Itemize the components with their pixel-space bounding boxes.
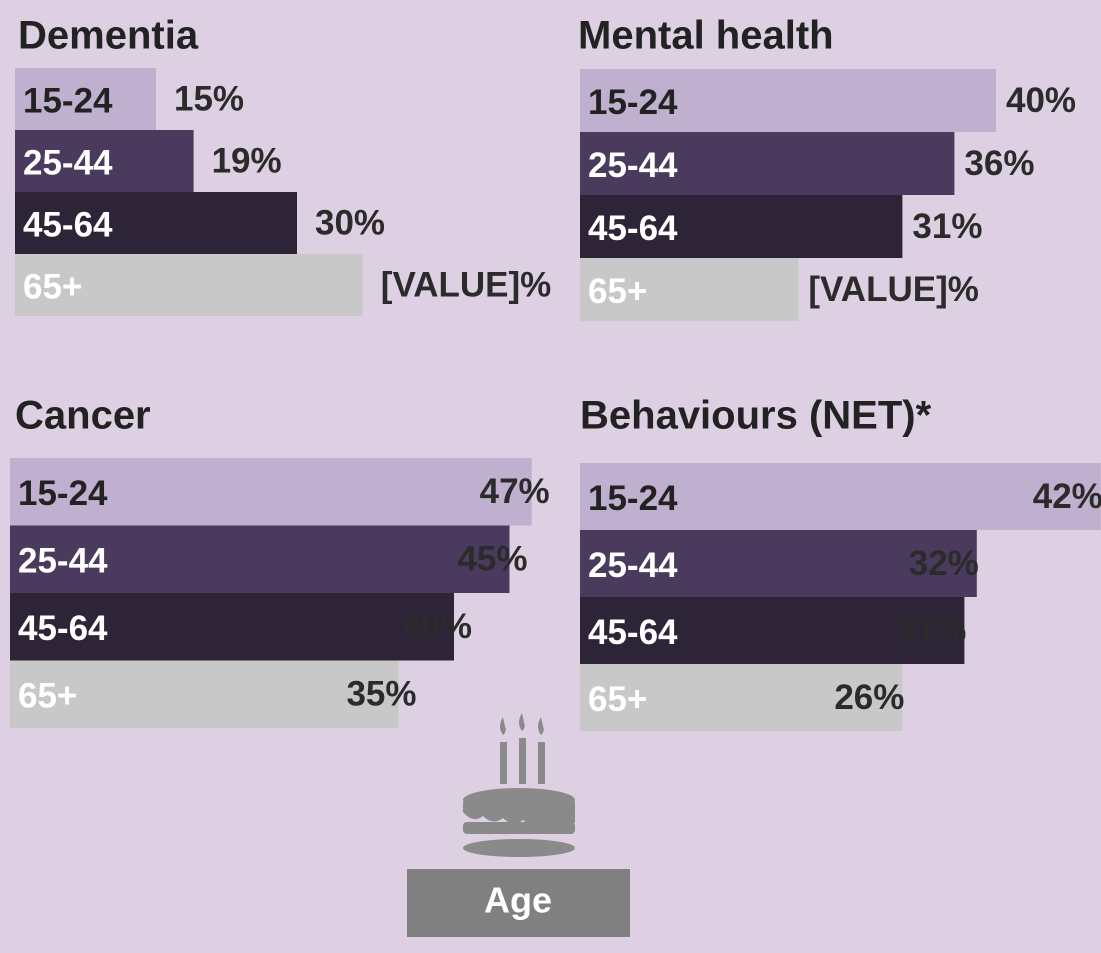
value-label: 15% bbox=[174, 79, 244, 118]
panel-title: Dementia bbox=[18, 14, 199, 58]
value-label: 40% bbox=[402, 607, 472, 646]
category-label: 45-64 bbox=[588, 209, 678, 248]
value-label: 31% bbox=[896, 611, 966, 650]
category-label: 15-24 bbox=[588, 479, 678, 518]
category-label: 15-24 bbox=[23, 81, 113, 120]
bar bbox=[580, 530, 977, 597]
cake-icon bbox=[463, 713, 575, 857]
category-label: 65+ bbox=[588, 680, 647, 719]
value-label: [VALUE]% bbox=[381, 265, 551, 304]
bar bbox=[580, 463, 1101, 530]
bar bbox=[10, 525, 510, 593]
bar-chart: Cancer 15-24 47% 25-44 45% 45-64 40% 65+ 35% bbox=[10, 394, 550, 728]
value-label: [VALUE]% bbox=[808, 270, 978, 309]
panel-title: Behaviours (NET)* bbox=[580, 394, 932, 438]
bar-chart: Dementia 15-24 15% 25-44 19% 45-64 30% 65+ [VALU… bbox=[15, 14, 551, 316]
value-label: 26% bbox=[834, 678, 904, 717]
value-label: 47% bbox=[480, 472, 550, 511]
value-label: 35% bbox=[346, 675, 416, 714]
age-label: Age bbox=[484, 880, 552, 921]
panel-title: Mental health bbox=[578, 14, 834, 58]
bar bbox=[15, 130, 194, 192]
bar bbox=[580, 597, 965, 664]
value-label: 19% bbox=[212, 141, 282, 180]
category-label: 45-64 bbox=[18, 609, 108, 648]
bar bbox=[15, 254, 363, 316]
bar bbox=[10, 660, 399, 728]
bar bbox=[580, 69, 996, 132]
value-label: 36% bbox=[964, 144, 1034, 183]
bar bbox=[580, 132, 955, 195]
category-label: 15-24 bbox=[18, 474, 108, 513]
category-label: 25-44 bbox=[588, 146, 678, 185]
category-label: 65+ bbox=[23, 267, 82, 306]
bar-chart: Behaviours (NET)* 15-24 42% 25-44 32% 45-64 31… bbox=[580, 394, 1101, 731]
value-label: 30% bbox=[315, 203, 385, 242]
bar bbox=[15, 68, 156, 130]
bar bbox=[580, 664, 903, 731]
age-box bbox=[407, 869, 630, 937]
value-label: 42% bbox=[1033, 477, 1101, 516]
category-label: 15-24 bbox=[588, 83, 678, 122]
bar bbox=[10, 458, 532, 526]
category-label: 25-44 bbox=[23, 143, 113, 182]
panel-title: Cancer bbox=[15, 394, 151, 438]
category-label: 65+ bbox=[588, 272, 647, 311]
category-label: 25-44 bbox=[588, 546, 678, 585]
bar bbox=[580, 258, 799, 321]
value-label: 31% bbox=[912, 207, 982, 246]
value-label: 40% bbox=[1006, 81, 1076, 120]
category-label: 45-64 bbox=[588, 613, 678, 652]
category-label: 45-64 bbox=[23, 205, 113, 244]
bar bbox=[580, 195, 903, 258]
bar bbox=[10, 593, 454, 661]
bar-chart: Mental health 15-24 40% 25-44 36% 45-64 31% 65+… bbox=[578, 14, 1076, 321]
category-label: 25-44 bbox=[18, 542, 108, 581]
category-label: 65+ bbox=[18, 677, 77, 716]
value-label: 45% bbox=[457, 540, 527, 579]
value-label: 32% bbox=[909, 544, 979, 583]
bar bbox=[15, 192, 297, 254]
